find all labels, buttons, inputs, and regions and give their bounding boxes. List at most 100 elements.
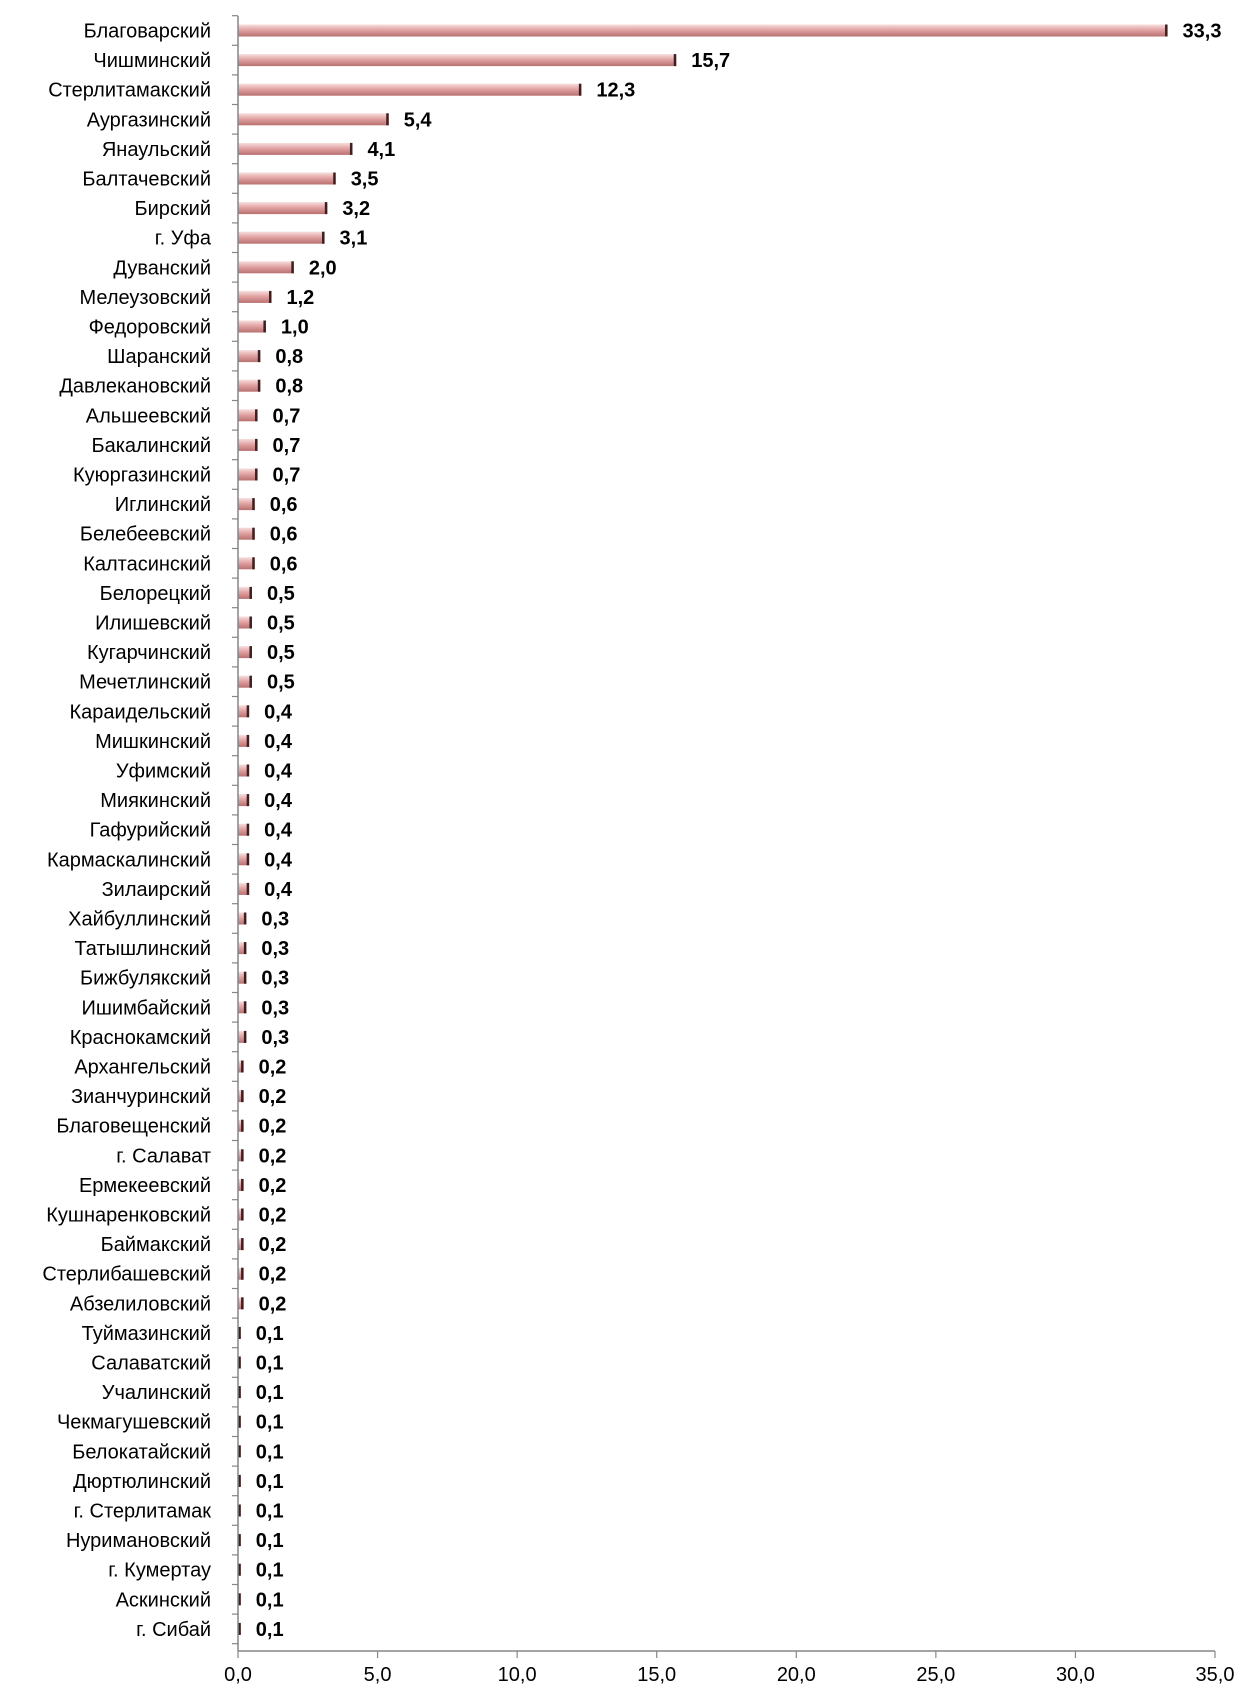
data-label: 0,3 xyxy=(261,909,289,931)
bar-end-cap xyxy=(246,794,250,807)
category-label: г. Стерлитамак xyxy=(74,1501,212,1523)
bar-end-cap xyxy=(238,1326,241,1339)
category-label: Илишевский xyxy=(95,613,211,635)
bar-end-cap xyxy=(252,557,255,570)
bar-end-cap xyxy=(246,705,250,718)
data-label: 0,1 xyxy=(256,1441,284,1463)
category-label: Дуванский xyxy=(113,257,211,279)
data-label: 0,3 xyxy=(261,1027,289,1049)
category-label: Зианчуринский xyxy=(71,1086,211,1108)
data-label: 0,4 xyxy=(264,879,293,901)
bar-end-cap xyxy=(241,1238,244,1251)
category-label: Бижбулякский xyxy=(80,968,211,990)
bar-end-cap xyxy=(249,675,252,688)
data-label: 0,1 xyxy=(256,1353,284,1375)
bar xyxy=(238,172,336,185)
category-label: Куюргазинский xyxy=(73,465,211,487)
bar xyxy=(238,675,252,688)
bar xyxy=(238,1208,244,1221)
data-label: 0,1 xyxy=(256,1589,284,1611)
bar xyxy=(238,942,247,955)
bar xyxy=(238,586,252,599)
bar-end-cap xyxy=(268,290,272,303)
bar-end-cap xyxy=(241,1149,244,1162)
bar xyxy=(238,24,1168,37)
data-label: 0,5 xyxy=(267,672,295,694)
data-label: 33,3 xyxy=(1183,21,1222,43)
data-label: 0,8 xyxy=(275,346,303,368)
category-label: Белорецкий xyxy=(100,583,211,605)
category-label: Аскинский xyxy=(116,1589,211,1611)
data-label: 0,1 xyxy=(256,1560,284,1582)
bar xyxy=(238,1238,244,1251)
bar-end-cap xyxy=(246,882,250,895)
category-label: Кушнаренковский xyxy=(46,1205,211,1227)
bar xyxy=(238,261,294,274)
category-label: Аургазинский xyxy=(87,109,211,131)
bar-end-cap xyxy=(246,734,250,747)
bar-end-cap xyxy=(1165,24,1168,37)
bar-end-cap xyxy=(578,83,582,96)
data-label: 0,2 xyxy=(259,1145,287,1167)
data-label: 1,0 xyxy=(281,317,309,339)
bar xyxy=(238,1297,244,1310)
bar-end-cap xyxy=(333,172,336,185)
bar xyxy=(238,1119,244,1132)
category-label: Кугарчинский xyxy=(87,642,211,664)
data-label: 0,4 xyxy=(264,820,293,842)
category-label: Стерлибашевский xyxy=(42,1264,211,1286)
bar xyxy=(238,350,261,363)
bar xyxy=(238,202,328,215)
bar-end-cap xyxy=(252,527,255,540)
category-label: Чишминский xyxy=(93,50,211,72)
x-tick-label: 20,0 xyxy=(777,1664,816,1686)
data-label: 3,5 xyxy=(351,169,379,191)
category-label: Балтачевский xyxy=(82,169,211,191)
bar-end-cap xyxy=(238,1534,241,1547)
bar xyxy=(238,142,353,155)
bar xyxy=(238,912,247,925)
category-label: Мечетлинский xyxy=(79,672,211,694)
bar-end-cap xyxy=(243,942,247,955)
data-label: 0,2 xyxy=(259,1205,287,1227)
bar-end-cap xyxy=(241,1060,244,1073)
data-label: 12,3 xyxy=(596,80,635,102)
bar-end-cap xyxy=(252,498,255,511)
data-label: 0,1 xyxy=(256,1530,284,1552)
bar-end-cap xyxy=(255,438,258,451)
bar-end-cap xyxy=(238,1622,241,1635)
bar xyxy=(238,498,255,511)
bar xyxy=(238,557,255,570)
data-label: 0,7 xyxy=(273,465,301,487)
category-label: Зилаирский xyxy=(102,879,211,901)
data-label: 0,8 xyxy=(275,376,303,398)
data-label: 0,2 xyxy=(259,1086,287,1108)
category-label: Ермекеевский xyxy=(79,1175,211,1197)
bar-end-cap xyxy=(386,113,389,126)
data-label: 15,7 xyxy=(691,50,730,72)
bar xyxy=(238,320,266,333)
bar xyxy=(238,705,250,718)
bar-end-cap xyxy=(246,853,250,866)
data-label: 3,2 xyxy=(342,198,370,220)
bar xyxy=(238,882,250,895)
data-label: 0,1 xyxy=(256,1412,284,1434)
category-label: Стерлитамакский xyxy=(48,80,211,102)
bar-end-cap xyxy=(243,912,247,925)
category-label: г. Кумертау xyxy=(108,1560,211,1582)
bar-end-cap xyxy=(238,1386,241,1399)
bar-end-cap xyxy=(238,1415,241,1428)
data-label: 4,1 xyxy=(367,139,395,161)
category-label: Калтасинский xyxy=(83,553,211,575)
labels-layer: Благоварский 33,3 Чишминский 15,7 Стерлитама… xyxy=(42,21,1234,1687)
category-label: Кармаскалинский xyxy=(47,849,211,871)
bar-end-cap xyxy=(257,350,261,363)
bar xyxy=(238,1001,247,1014)
bar-end-cap xyxy=(243,1030,247,1043)
data-label: 2,0 xyxy=(309,257,337,279)
bar xyxy=(238,853,250,866)
bar xyxy=(238,379,261,392)
bar-end-cap xyxy=(255,468,258,481)
x-tick-label: 35,0 xyxy=(1196,1664,1235,1686)
